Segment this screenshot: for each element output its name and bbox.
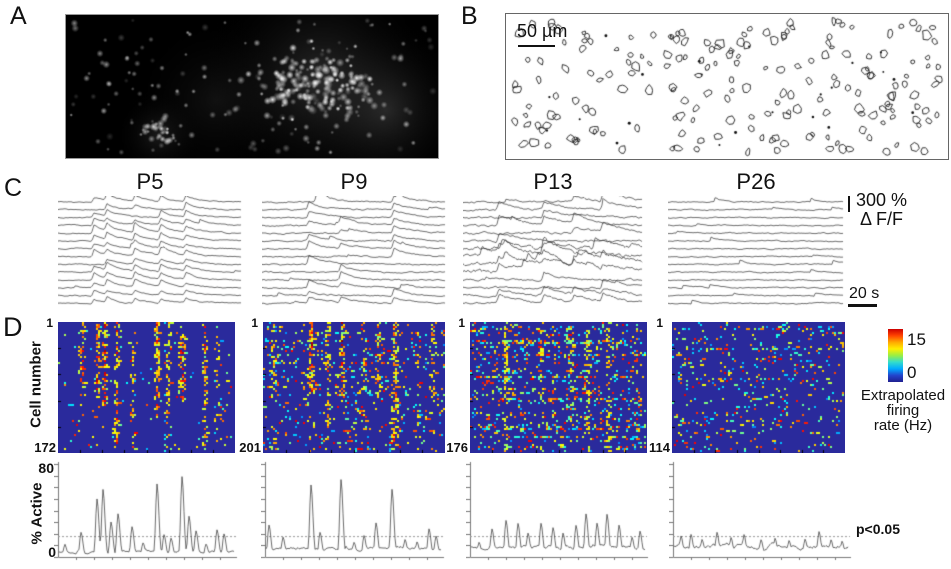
colorbar-min-label: 0 xyxy=(907,363,917,382)
heatmap4-first-cell-label: 1 xyxy=(656,316,663,330)
calcium-traces-p13 xyxy=(463,196,643,308)
colorbar-legend-line1: Extrapolated xyxy=(860,387,946,404)
age-title-p9: P9 xyxy=(340,169,368,194)
significance-label: p<0.05 xyxy=(856,521,900,537)
heatmap3-cell-count: 176 xyxy=(446,440,468,455)
time-scale-label: 20 s xyxy=(849,285,880,302)
panel-d-label: D xyxy=(3,312,23,342)
heatmap3-first-cell-label: 1 xyxy=(458,316,465,330)
percent-active-plot-p5 xyxy=(54,461,238,561)
panel-a-label: A xyxy=(10,2,27,30)
heatmap1-cell-count: 172 xyxy=(34,440,56,455)
firing-rate-heatmap-p13 xyxy=(470,322,647,453)
heatmap4-cell-count: 114 xyxy=(649,440,670,455)
heatmap2-first-cell-label: 1 xyxy=(251,316,258,330)
panel-c-label: C xyxy=(4,174,23,202)
heatmap1-first-cell-label: 1 xyxy=(46,316,53,330)
panel-b-label: B xyxy=(461,2,478,30)
active-y-axis-label: % Active xyxy=(28,482,46,545)
colorbar-legend-line2: firing xyxy=(886,402,920,419)
scale-bar-line xyxy=(518,45,555,47)
scale-bar-label: 50 µm xyxy=(517,21,568,41)
cell-contour-map xyxy=(505,13,949,160)
age-title-p13: P13 xyxy=(533,169,573,194)
percent-active-plot-p26 xyxy=(669,461,852,561)
colorbar-legend-line3: rate (Hz) xyxy=(873,417,933,434)
age-title-p5: P5 xyxy=(136,169,164,194)
heatmap2-cell-count: 201 xyxy=(239,440,261,455)
amplitude-scale-value: 300 % xyxy=(856,190,908,210)
calcium-traces-p26 xyxy=(668,196,844,308)
percent-active-plot-p9 xyxy=(261,461,445,561)
firing-rate-heatmap-p9 xyxy=(263,322,445,453)
firing-rate-heatmap-p26 xyxy=(672,322,845,453)
age-title-p26: P26 xyxy=(736,169,776,194)
percent-active-plot-p13 xyxy=(466,461,649,561)
amplitude-scale-unit: Δ F/F xyxy=(860,209,904,229)
calcium-traces-p5 xyxy=(58,196,242,308)
firing-rate-heatmap-p5 xyxy=(58,322,235,453)
colorbar xyxy=(888,329,903,382)
active-ymax-label: 80 xyxy=(38,460,54,476)
heatmap-y-axis-label: Cell number xyxy=(27,341,45,428)
active-ymin-label: 0 xyxy=(48,544,56,560)
calcium-traces-p9 xyxy=(262,196,446,308)
time-scale-bar xyxy=(848,304,877,307)
fluorescence-image xyxy=(65,14,439,159)
amplitude-scale-bar xyxy=(848,196,850,212)
colorbar-max-label: 15 xyxy=(907,330,926,349)
